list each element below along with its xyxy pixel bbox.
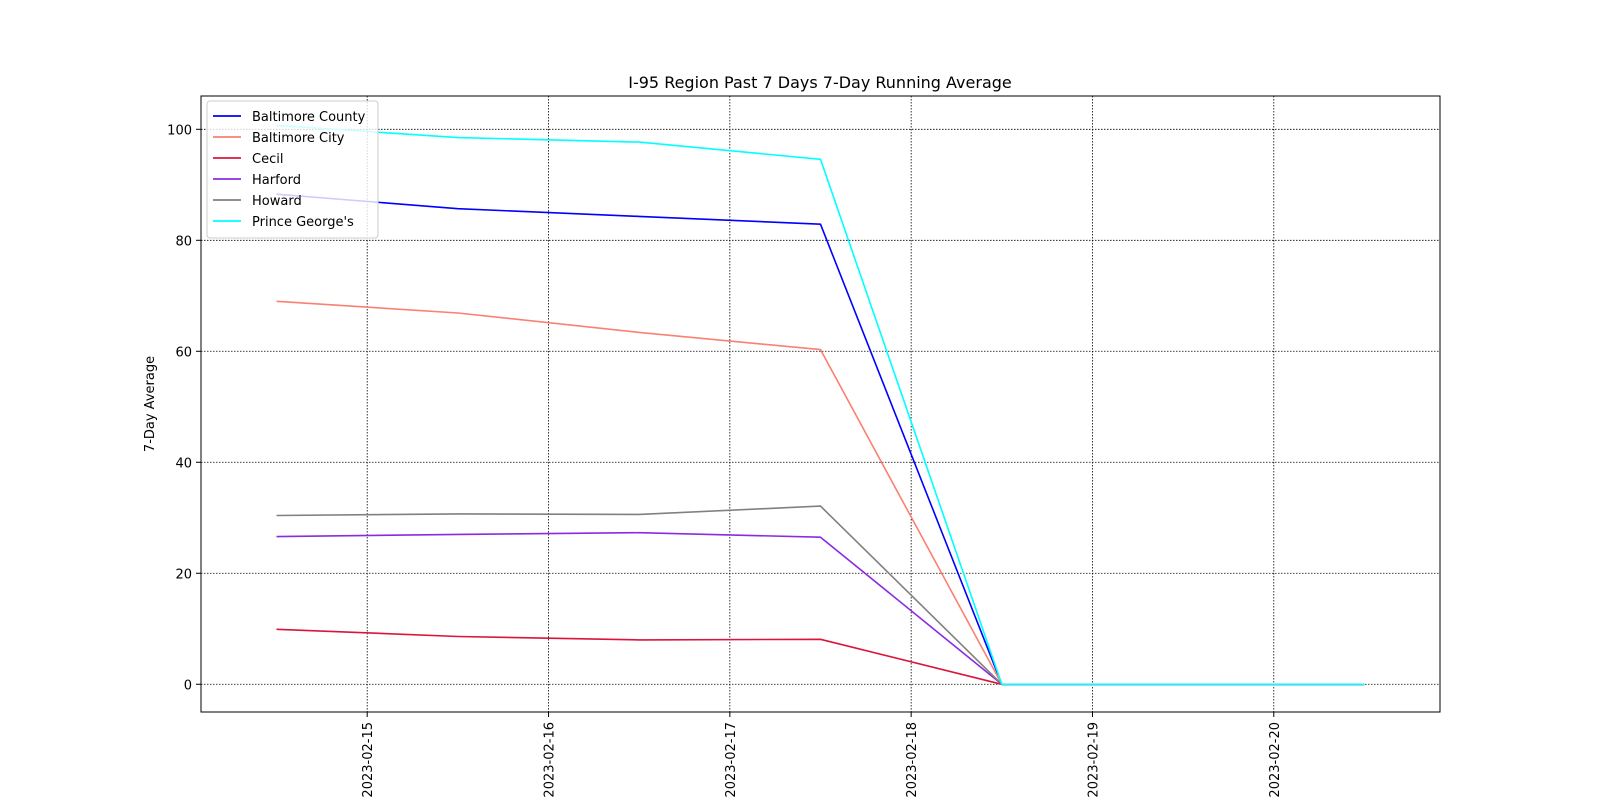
series-lines <box>276 124 1365 686</box>
legend-label: Baltimore County <box>252 110 366 125</box>
series-line-1 <box>276 300 1365 686</box>
legend-box <box>206 100 379 239</box>
axes: 0 20 40 60 80 100 2023-02-15 2023-02-16 2023-02-… <box>167 95 1441 798</box>
series-line-2 <box>276 628 1365 686</box>
legend-label: Howard <box>252 194 302 209</box>
series-line-5 <box>276 124 1365 686</box>
x-tick-label: 2023-02-15 <box>361 722 376 798</box>
y-tick-label: 40 <box>175 456 192 471</box>
y-tick-label: 20 <box>175 567 192 582</box>
y-tick-label: 0 <box>184 678 192 693</box>
x-tick-label: 2023-02-18 <box>905 722 920 798</box>
x-tick-label: 2023-02-19 <box>1086 722 1101 798</box>
legend-label: Harford <box>252 173 301 188</box>
grid-lines <box>201 96 1440 712</box>
x-tick-label: 2023-02-16 <box>543 722 558 798</box>
x-tick-label: 2023-02-20 <box>1268 722 1283 798</box>
legend-label: Prince George's <box>252 215 354 230</box>
y-tick-label: 60 <box>175 345 192 360</box>
chart-title: I-95 Region Past 7 Days 7-Day Running Av… <box>628 73 1012 92</box>
y-axis-label: 7-Day Average <box>143 356 158 452</box>
y-tick-label: 80 <box>175 234 192 249</box>
series-line-3 <box>276 531 1365 686</box>
y-tick-label: 100 <box>167 123 192 138</box>
legend: Baltimore County Baltimore City Cecil Harfo… <box>206 100 379 239</box>
legend-label: Cecil <box>252 152 283 167</box>
x-tick-label: 2023-02-17 <box>724 722 739 798</box>
plot-frame <box>200 95 1441 713</box>
series-line-4 <box>276 505 1365 686</box>
series-line-0 <box>276 193 1365 686</box>
legend-label: Baltimore City <box>252 131 345 146</box>
